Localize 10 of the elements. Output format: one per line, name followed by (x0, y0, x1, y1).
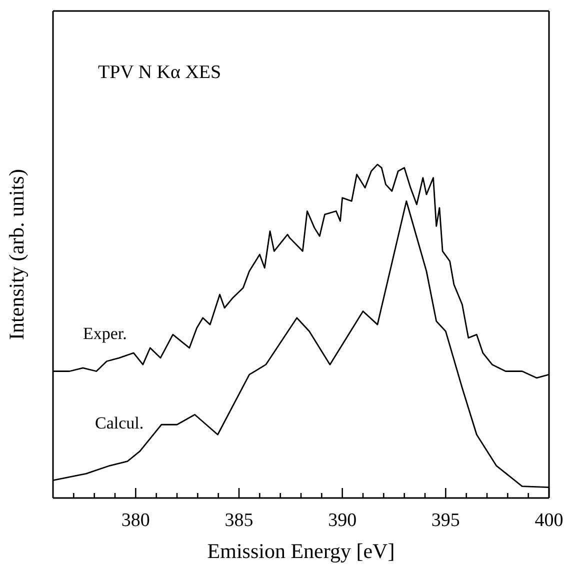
x-axis-title: Emission Energy [eV] (207, 539, 395, 563)
x-tick-label: 380 (121, 510, 150, 531)
x-tick-label: 385 (224, 510, 254, 531)
x-tick-label: 390 (328, 510, 357, 531)
x-tick-label: 400 (534, 510, 564, 531)
series-label: Calcul. (95, 413, 144, 432)
x-tick-label: 395 (431, 510, 460, 531)
series-label: Exper. (83, 324, 127, 344)
y-axis-title: Intensity (arb. units) (4, 169, 28, 340)
chart-title: TPV N Kα XES (98, 62, 222, 84)
